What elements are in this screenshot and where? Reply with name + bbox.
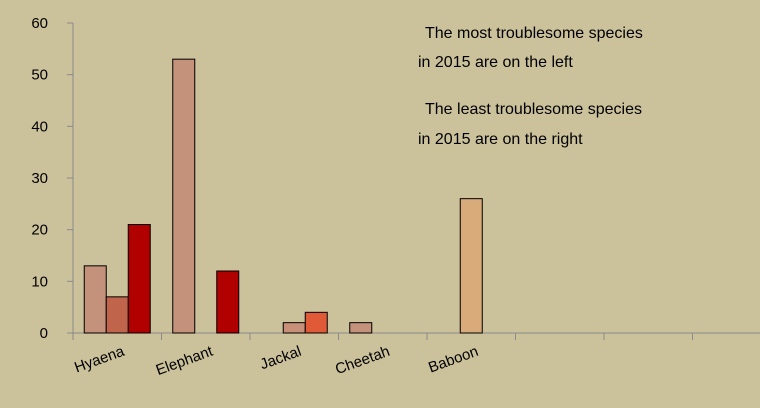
y-tick-label: 30 <box>31 170 48 187</box>
annotation: in 2015 are on the left <box>418 54 573 71</box>
bar <box>83 265 107 334</box>
y-tick-label: 40 <box>31 118 48 135</box>
bar <box>282 322 306 334</box>
annotation: The least troublesome species <box>425 101 642 118</box>
y-tick-label: 10 <box>31 273 48 290</box>
y-tick-label: 20 <box>31 222 48 239</box>
y-tick-label: 50 <box>31 67 48 84</box>
y-tick-label: 0 <box>40 325 48 342</box>
bar <box>216 270 240 334</box>
bar <box>304 311 328 334</box>
annotation: The most troublesome species <box>425 25 643 42</box>
annotation: in 2015 are on the right <box>418 131 583 148</box>
bar <box>459 198 483 334</box>
bar <box>349 322 373 334</box>
bar <box>105 296 129 334</box>
bar <box>127 224 151 334</box>
bar <box>172 58 196 334</box>
y-tick-label: 60 <box>31 15 48 32</box>
